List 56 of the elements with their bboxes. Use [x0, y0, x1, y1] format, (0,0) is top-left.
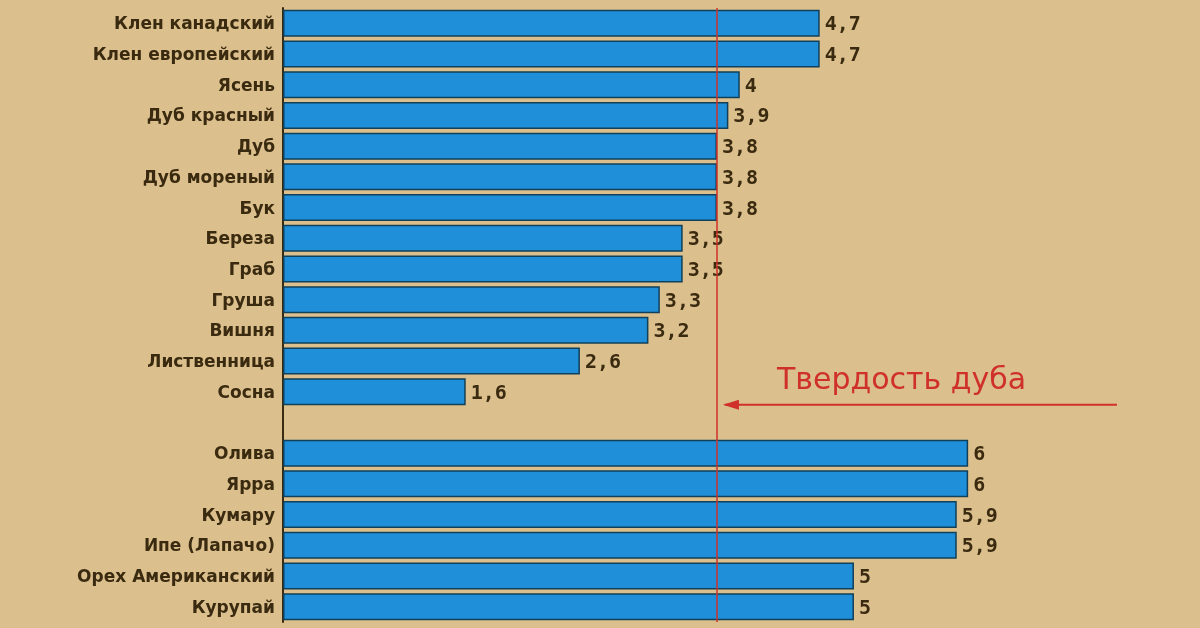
- y-tick-label: Орех Американский: [77, 565, 275, 586]
- y-tick-label: Дуб мореный: [142, 166, 275, 187]
- data-label: 5,9: [961, 502, 998, 527]
- y-tick-label: Груша: [211, 289, 275, 310]
- ref-line-label: Твердость дуба: [775, 361, 1027, 397]
- bar: [283, 378, 466, 406]
- bar: [283, 286, 660, 314]
- bar: [283, 255, 683, 283]
- data-label: 5,9: [961, 533, 998, 558]
- data-label: 6: [973, 441, 986, 466]
- bar: [283, 194, 717, 222]
- bar: [283, 562, 854, 590]
- y-tick-label: Дуб: [236, 136, 276, 157]
- y-tick-label: Вишня: [209, 320, 275, 341]
- data-label: 6: [973, 471, 986, 496]
- bar: [283, 132, 717, 160]
- bar: [283, 347, 580, 375]
- y-tick-label: Олива: [213, 443, 275, 464]
- bar: [283, 40, 820, 68]
- y-tick-label: Граб: [228, 258, 276, 279]
- bar: [283, 439, 969, 467]
- data-label: 3,8: [721, 134, 759, 159]
- data-label: 3,2: [653, 318, 690, 343]
- bar: [283, 9, 820, 37]
- data-label: 2,6: [584, 349, 622, 374]
- bar: [283, 71, 740, 99]
- y-tick-label: Ясень: [217, 74, 275, 95]
- y-tick-label: Клен европейский: [92, 44, 275, 65]
- bar: [283, 470, 969, 498]
- bar: [283, 224, 683, 252]
- data-label: 3,9: [733, 103, 770, 128]
- y-tick-label: Ипе (Лапачо): [143, 535, 275, 556]
- bar: [283, 316, 649, 344]
- y-tick-label: Береза: [205, 228, 275, 249]
- bar: [283, 501, 957, 529]
- bar: [283, 163, 717, 191]
- y-tick-label: Лиственница: [147, 351, 275, 372]
- y-tick-label: Кумару: [201, 504, 275, 525]
- bar: [283, 593, 854, 621]
- data-label: 3,3: [664, 287, 701, 312]
- bar: [283, 531, 957, 559]
- data-label: 4: [744, 72, 757, 97]
- data-label: 5: [858, 563, 872, 588]
- data-label: 1,6: [470, 379, 507, 404]
- bar: [283, 101, 729, 129]
- y-tick-label: Клен канадский: [114, 13, 275, 34]
- data-label: 5: [858, 594, 872, 619]
- y-tick-label: Ярра: [226, 473, 275, 494]
- data-label: 3,8: [721, 164, 759, 189]
- data-label: 4,7: [824, 11, 861, 36]
- y-tick-label: Курупай: [191, 596, 275, 617]
- data-label: 4,7: [824, 42, 861, 67]
- y-tick-label: Сосна: [217, 381, 275, 402]
- y-tick-label: Бук: [239, 197, 276, 218]
- data-label: 3,8: [721, 195, 759, 220]
- y-tick-label: Дуб красный: [146, 105, 275, 126]
